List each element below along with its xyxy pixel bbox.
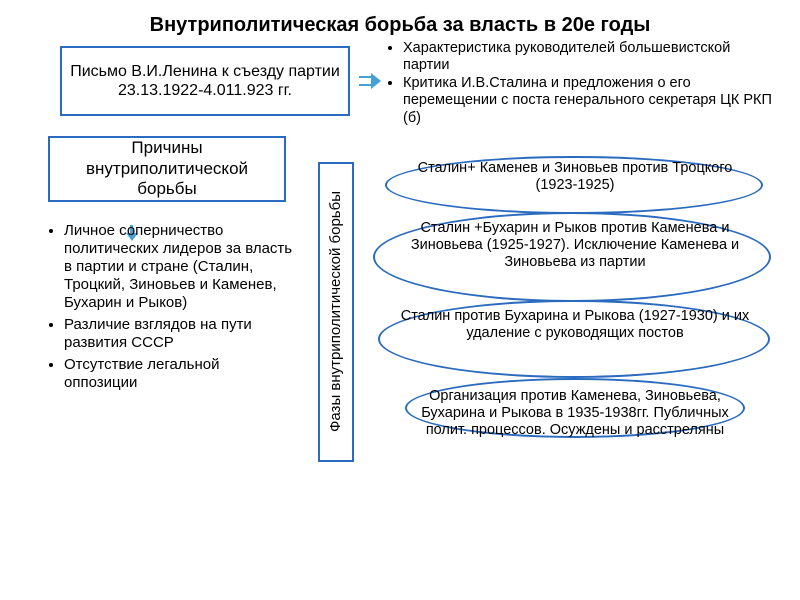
page-title: Внутриполитическая борьба за власть в 20…: [0, 14, 800, 37]
phases-label-box: Фазы внутриполитической борьбы: [318, 162, 354, 462]
letter-box-text: Письмо В.И.Ленина к съезду партии 23.13.…: [68, 62, 342, 100]
letter-bullet: Критика И.В.Сталина и предложения о его …: [403, 75, 780, 127]
phases-label-text: Фазы внутриполитической борьбы: [327, 191, 345, 432]
reasons-bullet: Отсутствие легальной оппозиции: [64, 356, 296, 392]
phase-text: Организация против Каменева, Зиновьева, …: [400, 388, 750, 439]
letter-bullet: Характеристика руководителей большевистс…: [403, 40, 780, 75]
phase-text: Сталин+ Каменев и Зиновьев против Троцко…: [400, 160, 750, 194]
letter-bullets: Характеристика руководителей большевистс…: [385, 40, 780, 127]
reasons-head-text: Причины внутриполитической борьбы: [56, 138, 278, 199]
phase-text: Сталин против Бухарина и Рыкова (1927-19…: [400, 308, 750, 342]
reasons-bullet: Личное соперничество политических лидеро…: [64, 222, 296, 312]
reasons-bullets: Личное соперничество политических лидеро…: [46, 222, 296, 396]
letter-box: Письмо В.И.Ленина к съезду партии 23.13.…: [60, 46, 350, 116]
arrow-right-icon: [359, 74, 381, 88]
phase-text: Сталин +Бухарин и Рыков против Каменева …: [400, 220, 750, 271]
reasons-head-box: Причины внутриполитической борьбы: [48, 136, 286, 202]
reasons-bullet: Различие взглядов на пути развития СССР: [64, 316, 296, 352]
